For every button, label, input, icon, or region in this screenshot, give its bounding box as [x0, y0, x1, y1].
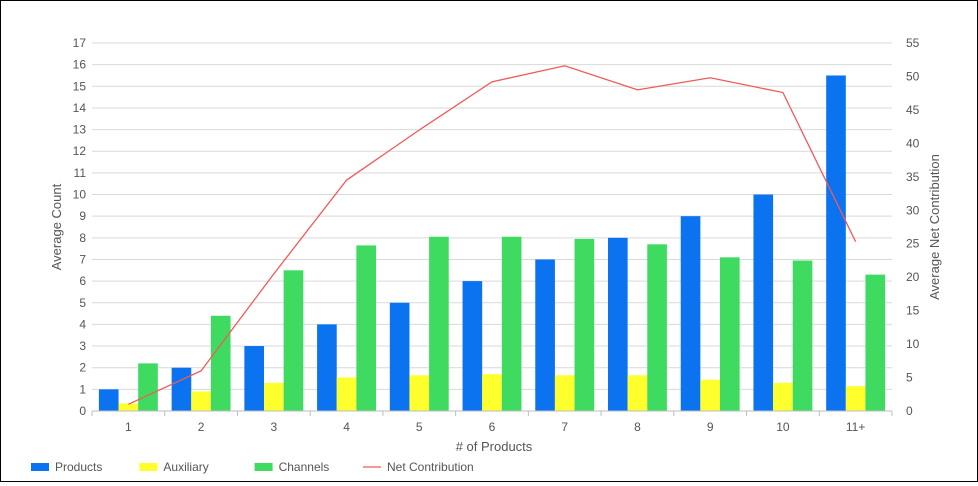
- y2-tick-label: 55: [906, 36, 920, 50]
- channels-bar: [210, 315, 231, 411]
- y2-tick-label: 5: [906, 371, 913, 385]
- y-tick-label: 14: [73, 101, 87, 115]
- y2-tick-label: 25: [906, 237, 920, 251]
- products-bar: [389, 302, 410, 411]
- channels-bar: [574, 238, 595, 411]
- products-bar: [826, 75, 846, 412]
- legend-label: Channels: [279, 460, 330, 474]
- x-axis-label: # of Products: [456, 439, 533, 454]
- x-tick-label: 4: [343, 420, 350, 434]
- y-tick-label: 8: [79, 231, 86, 245]
- right-axis-ticks: 0 5 10 15 20 25 30 35 40 45 50 55: [906, 36, 920, 418]
- channels-bar: [792, 260, 813, 411]
- legend-item-auxiliary[interactable]: Auxiliary: [139, 460, 209, 474]
- y-tick-label: 0: [79, 404, 86, 418]
- y-tick-label: 16: [73, 58, 87, 72]
- legend-swatch: [254, 463, 273, 471]
- net-contribution-line: [128, 65, 857, 405]
- channels-bar: [720, 257, 740, 411]
- legend-label: Net Contribution: [387, 460, 474, 474]
- x-tick-label: 11+: [846, 420, 865, 434]
- auxiliary-bar: [118, 403, 139, 411]
- y-tick-label: 1: [79, 382, 86, 396]
- y-tick-label: 3: [79, 339, 86, 353]
- y2-tick-label: 35: [906, 170, 920, 184]
- y2-tick-label: 40: [906, 136, 920, 150]
- x-tick-label: 6: [489, 420, 496, 434]
- x-tick-label: 9: [707, 420, 714, 434]
- auxiliary-bar: [264, 382, 284, 411]
- x-tick-label: 7: [561, 420, 568, 434]
- channels-bar: [283, 270, 304, 411]
- legend-swatch: [31, 463, 49, 471]
- axes: [91, 410, 893, 416]
- products-bar: [171, 367, 192, 411]
- channels-bar: [138, 363, 158, 411]
- x-tick-label: 10: [776, 420, 790, 434]
- products-bar: [608, 237, 628, 411]
- channels-bar: [865, 274, 886, 411]
- y2-axis-label: Average Net Contribution: [927, 154, 942, 300]
- gridlines: [92, 42, 892, 390]
- channels-bar: [429, 236, 449, 411]
- products-bar: [244, 346, 264, 411]
- x-tick-label: 8: [634, 420, 641, 434]
- legend-item-products[interactable]: Products: [31, 460, 102, 474]
- y-tick-label: 13: [73, 123, 87, 137]
- y-tick-label: 12: [73, 144, 87, 158]
- net-contribution-series-line: [128, 65, 857, 405]
- y-tick-label: 17: [73, 36, 87, 50]
- y-tick-label: 6: [79, 274, 86, 288]
- y2-tick-label: 10: [906, 337, 920, 351]
- auxiliary-bar: [482, 374, 502, 411]
- legend-item-net-contribution[interactable]: Net Contribution: [363, 460, 474, 474]
- y-tick-label: 5: [79, 296, 86, 310]
- x-tick-label: 5: [416, 420, 423, 434]
- channels-bar: [356, 245, 376, 411]
- auxiliary-bar: [336, 377, 357, 411]
- channels-bar: [501, 236, 522, 411]
- channels-bar: [647, 244, 667, 411]
- x-tick-label: 2: [198, 420, 205, 434]
- y-tick-label: 11: [74, 166, 87, 180]
- auxiliary-bar: [845, 386, 866, 411]
- y-tick-label: 15: [73, 79, 87, 93]
- products-bar: [317, 324, 337, 411]
- y-tick-label: 9: [79, 209, 86, 223]
- products-bar: [680, 216, 701, 411]
- auxiliary-bar: [191, 391, 211, 411]
- y2-tick-label: 0: [906, 404, 913, 418]
- legend: Products Auxiliary Channels Net Contributio…: [31, 460, 474, 474]
- y-tick-label: 2: [79, 361, 86, 375]
- y-axis-label: Average Count: [49, 183, 64, 270]
- y-tick-label: 10: [73, 188, 87, 202]
- legend-label: Auxiliary: [163, 460, 208, 474]
- legend-swatch: [139, 463, 158, 471]
- auxiliary-bar: [409, 375, 430, 411]
- x-tick-label: 1: [125, 420, 132, 434]
- y-tick-label: 4: [79, 317, 86, 331]
- y2-tick-label: 45: [906, 103, 920, 117]
- auxiliary-bar: [554, 375, 575, 411]
- x-tick-label: 3: [270, 420, 277, 434]
- products-bar: [535, 259, 555, 411]
- products-bar: [462, 281, 483, 411]
- y2-tick-label: 50: [906, 69, 920, 83]
- y2-tick-label: 15: [906, 304, 920, 318]
- auxiliary-bar: [627, 375, 648, 411]
- y-tick-label: 7: [79, 252, 86, 266]
- bars: [98, 75, 886, 412]
- y2-tick-label: 30: [906, 203, 920, 217]
- y2-tick-label: 20: [906, 270, 920, 284]
- auxiliary-bar: [773, 382, 793, 411]
- legend-item-channels[interactable]: Channels: [254, 460, 330, 474]
- legend-label: Products: [55, 460, 102, 474]
- auxiliary-bar: [700, 379, 720, 411]
- products-bar: [753, 194, 774, 411]
- products-bar: [98, 389, 119, 411]
- x-axis-ticks: 1 2 3 4 5 6 7 8 9 10 11+: [125, 420, 865, 434]
